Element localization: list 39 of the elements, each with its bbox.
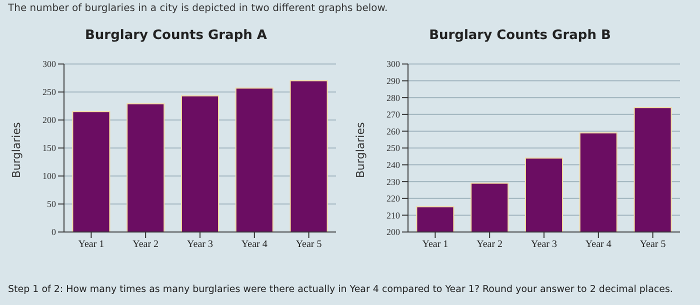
y-axis-title: Burglaries xyxy=(354,122,367,178)
x-tick-label: Year 1 xyxy=(78,239,104,250)
y-tick-label: 270 xyxy=(386,110,400,120)
x-tick-label: Year 1 xyxy=(422,239,448,250)
text: The number of burglaries in a city is depicted in two different graphs below. xyxy=(8,3,388,14)
bar xyxy=(290,80,328,232)
y-tick-label: 100 xyxy=(42,171,56,182)
y-tick-label: 200 xyxy=(42,115,56,126)
y-tick-label: 0 xyxy=(52,227,56,238)
y-tick-label: 280 xyxy=(386,92,400,103)
x-tick-label: Year 4 xyxy=(585,239,612,250)
y-tick-label: 250 xyxy=(386,143,400,154)
text: Step 1 of 2: How many times as many burglaries were there actually in Year 4 compared to Year 1? Round your answer to 2 decimal places. xyxy=(8,284,673,295)
y-tick-label: 150 xyxy=(42,143,56,154)
bar xyxy=(181,95,220,232)
x-tick-label: Year 3 xyxy=(187,239,213,250)
y-tick-label: 240 xyxy=(386,160,400,170)
x-tick-label: Year 2 xyxy=(132,239,159,250)
x-tick-label: Year 5 xyxy=(296,239,322,250)
x-tick-label: Year 5 xyxy=(640,239,666,250)
y-tick-label: 300 xyxy=(42,59,56,70)
x-tick-label: Year 3 xyxy=(531,239,557,250)
y-axis-title: Burglaries xyxy=(10,122,23,178)
y-tick-label: 50 xyxy=(47,199,56,210)
bar xyxy=(126,103,165,232)
y-tick-label: 250 xyxy=(42,87,56,98)
y-tick-label: 200 xyxy=(386,227,400,238)
y-tick-label: 300 xyxy=(386,59,400,70)
y-tick-label: 260 xyxy=(386,126,400,136)
y-tick-label: 230 xyxy=(386,176,400,187)
chart-title: Burglary Counts Graph A xyxy=(84,28,268,45)
y-tick-label: 210 xyxy=(386,210,400,220)
bar xyxy=(235,88,274,232)
x-tick-label: Year 4 xyxy=(241,239,268,250)
y-tick-label: 220 xyxy=(386,194,400,204)
x-tick-label: Year 2 xyxy=(476,239,503,250)
bar xyxy=(72,111,110,232)
y-tick-label: 290 xyxy=(386,76,400,86)
chart-title: Burglary Counts Graph B xyxy=(428,28,612,45)
